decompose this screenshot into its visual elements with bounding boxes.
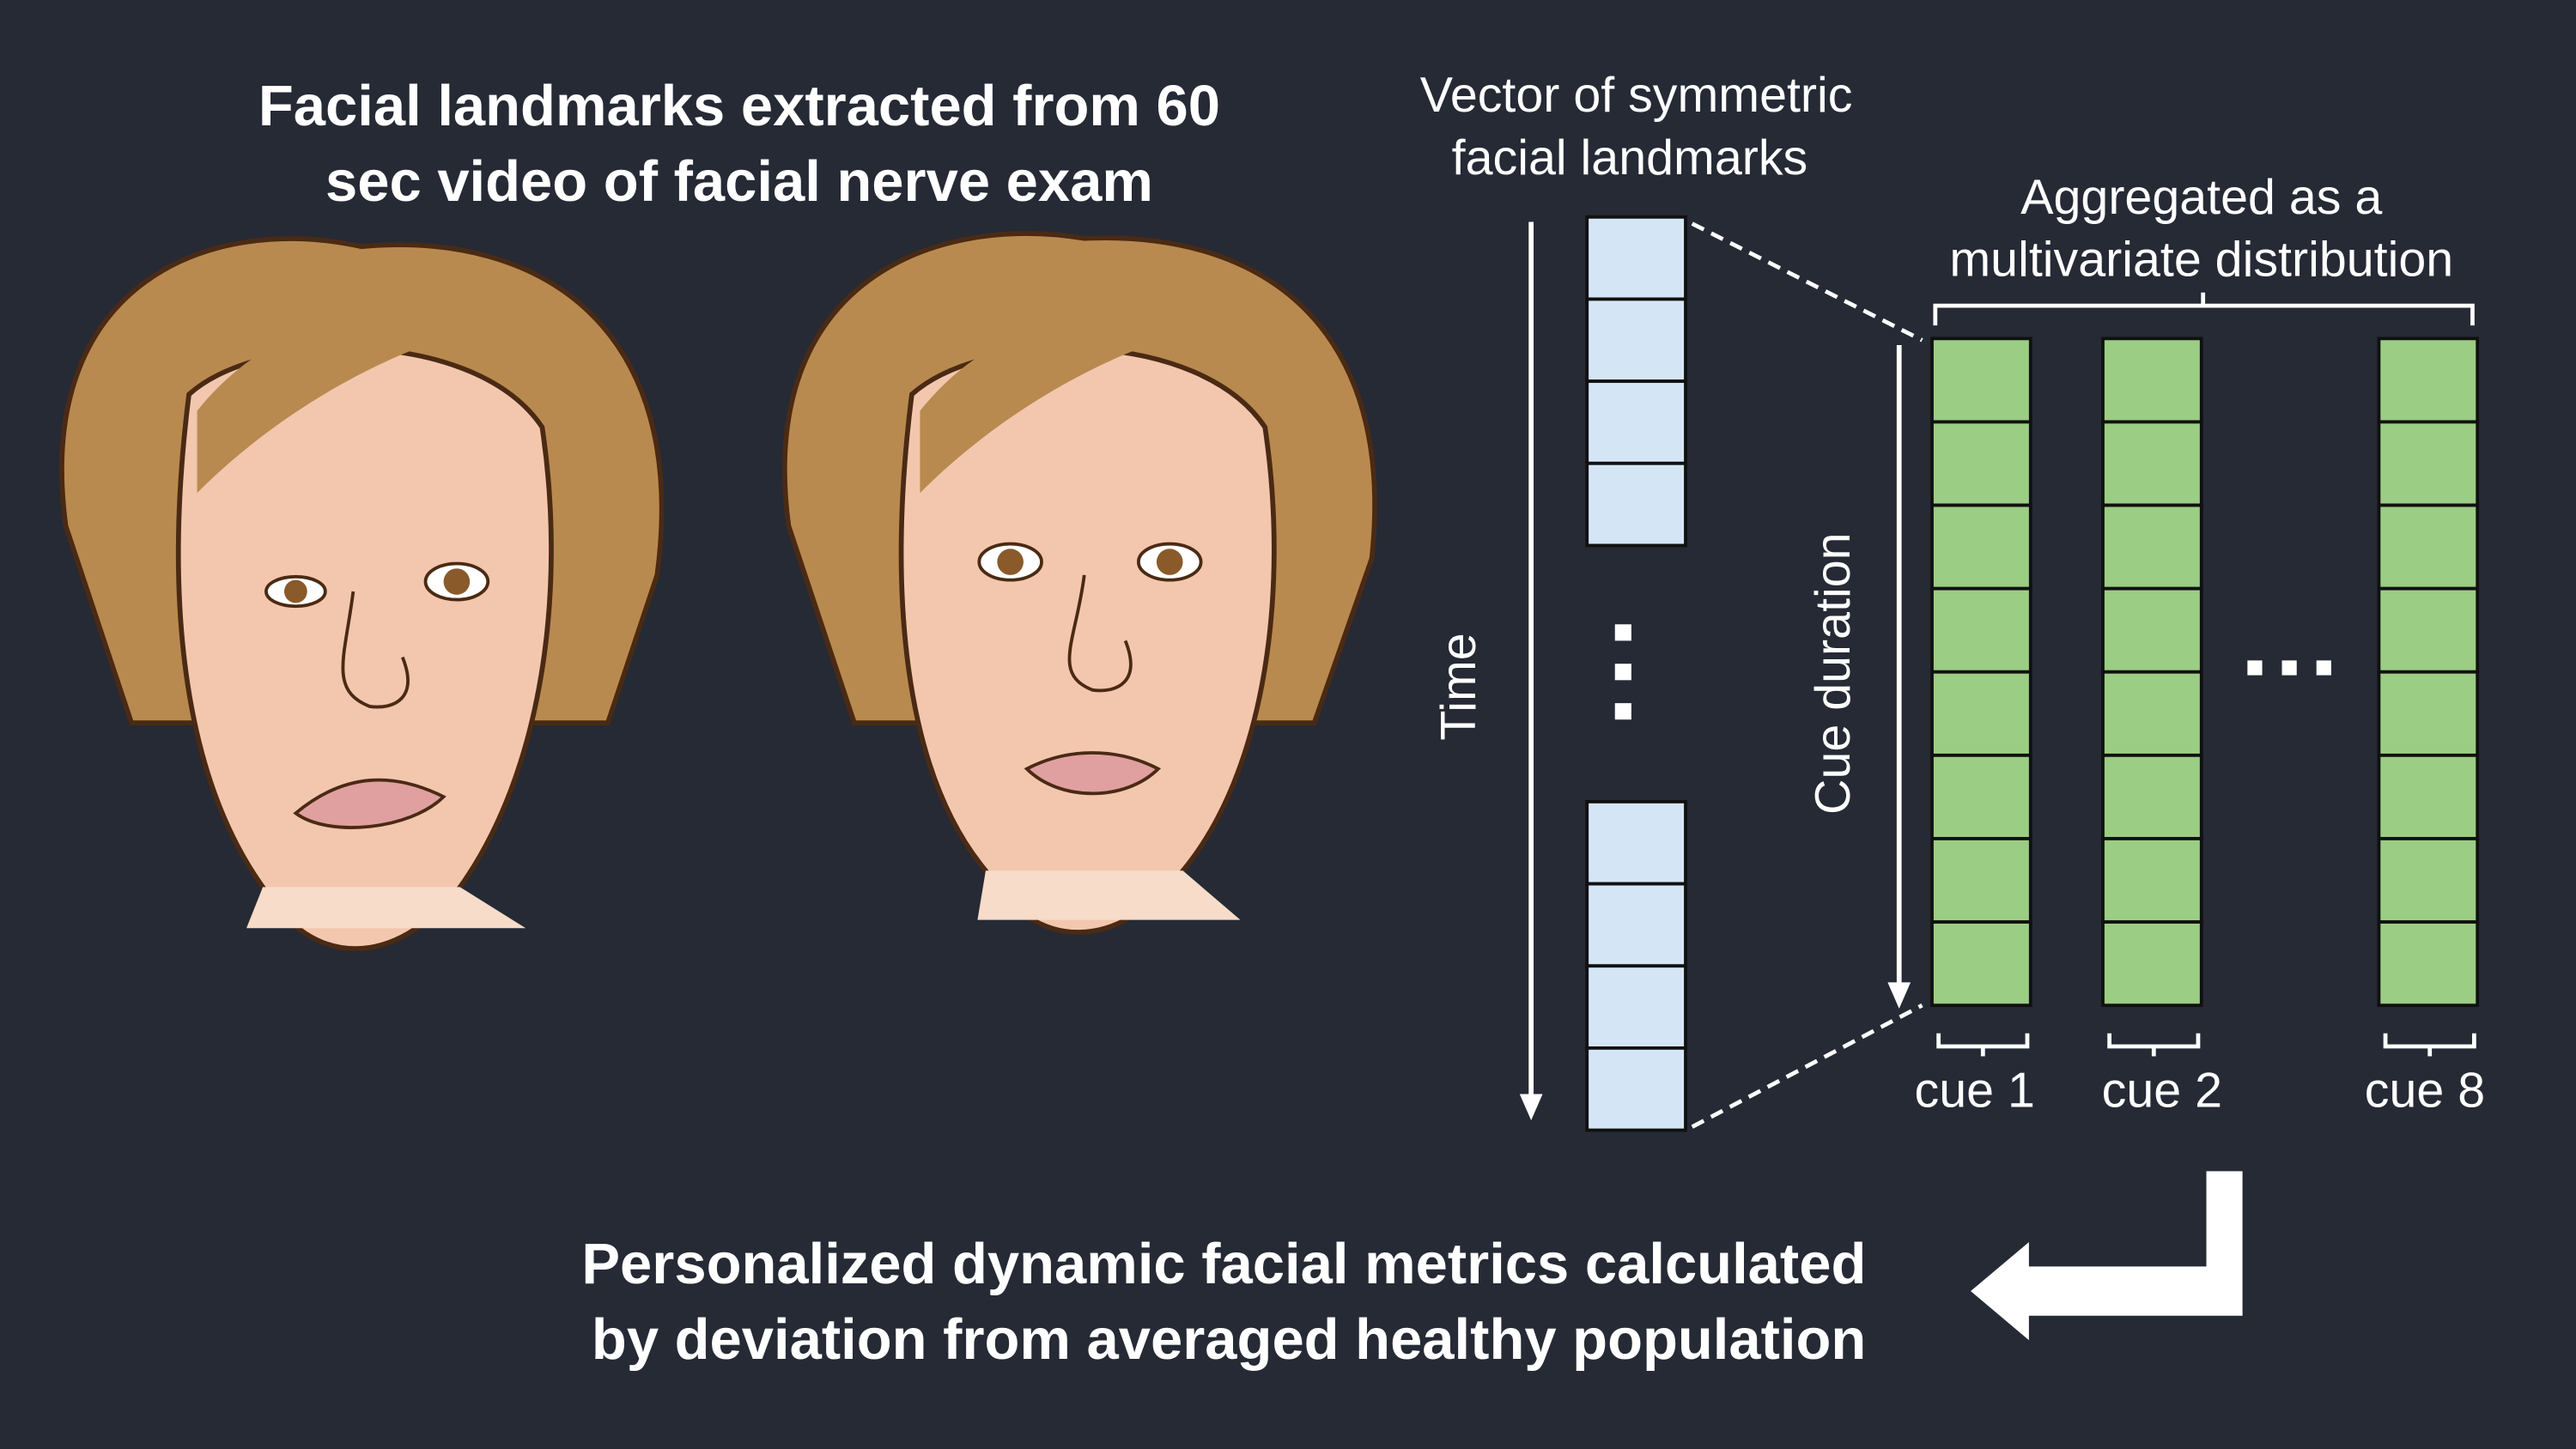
cue-cell — [2377, 753, 2480, 840]
vector-label: facial landmarks — [1452, 130, 1808, 185]
vector-column — [1585, 215, 1687, 1132]
cue-cell — [1930, 420, 2032, 507]
arrow-head — [1887, 982, 1911, 1009]
dashed-connector — [1691, 221, 1923, 343]
cue-label: cue 8 — [2365, 1064, 2485, 1119]
cue-cell — [2101, 503, 2203, 591]
aggregated-label: Aggregated as a — [2020, 170, 2382, 225]
aggregated-label: multivariate distribution — [1949, 233, 2453, 288]
cue-label: cue 1 — [1915, 1064, 2035, 1119]
cue-cell — [2377, 837, 2480, 924]
cue-cell — [2101, 920, 2203, 1008]
footer-line: by deviation from averaged healthy popul… — [592, 1307, 1866, 1372]
cue-label: cue 2 — [2102, 1064, 2222, 1119]
bracket — [1933, 292, 2475, 326]
cue-cell — [2377, 920, 2480, 1008]
cue-cell — [1930, 336, 2032, 424]
cue-duration-label: Cue duration — [1806, 532, 1861, 815]
time-label: Time — [1431, 633, 1486, 740]
footer-line: Personalized dynamic facial metrics calc… — [581, 1232, 1866, 1296]
cue-cell — [2101, 336, 2203, 424]
cue-cell — [2101, 837, 2203, 924]
return-arrow — [1965, 1167, 2246, 1348]
cue-cell — [1930, 753, 2032, 840]
cue-cell — [1930, 503, 2032, 591]
vector-label: Vector of symmetric — [1420, 68, 1853, 123]
cue-cell — [1930, 586, 2032, 674]
cue-cell — [2377, 336, 2480, 424]
face-illustration — [59, 236, 665, 951]
cue-cell — [2101, 586, 2203, 674]
horizontal-dots — [2247, 660, 2331, 676]
arrow-head — [1519, 1094, 1543, 1121]
cue-cell — [1930, 837, 2032, 924]
cue-cell — [2377, 586, 2480, 674]
title-line: sec video of facial nerve exam — [325, 149, 1153, 214]
cue-cell — [2101, 420, 2203, 507]
cue-cell — [1930, 920, 2032, 1008]
cue-cell — [2101, 670, 2203, 757]
cue-cell — [2377, 420, 2480, 507]
cue-cell — [2377, 503, 2480, 591]
cue-cell — [2101, 753, 2203, 840]
cue-brackets — [1936, 1033, 2476, 1057]
title-line: Facial landmarks extracted from 60 — [258, 74, 1220, 138]
vertical-dots — [1614, 624, 1631, 720]
dashed-connector — [1691, 1003, 1923, 1129]
face-illustration — [781, 231, 1377, 935]
cue-columns — [1930, 336, 2480, 1008]
cue-cell — [2377, 670, 2480, 757]
cue-cell — [1930, 670, 2032, 757]
